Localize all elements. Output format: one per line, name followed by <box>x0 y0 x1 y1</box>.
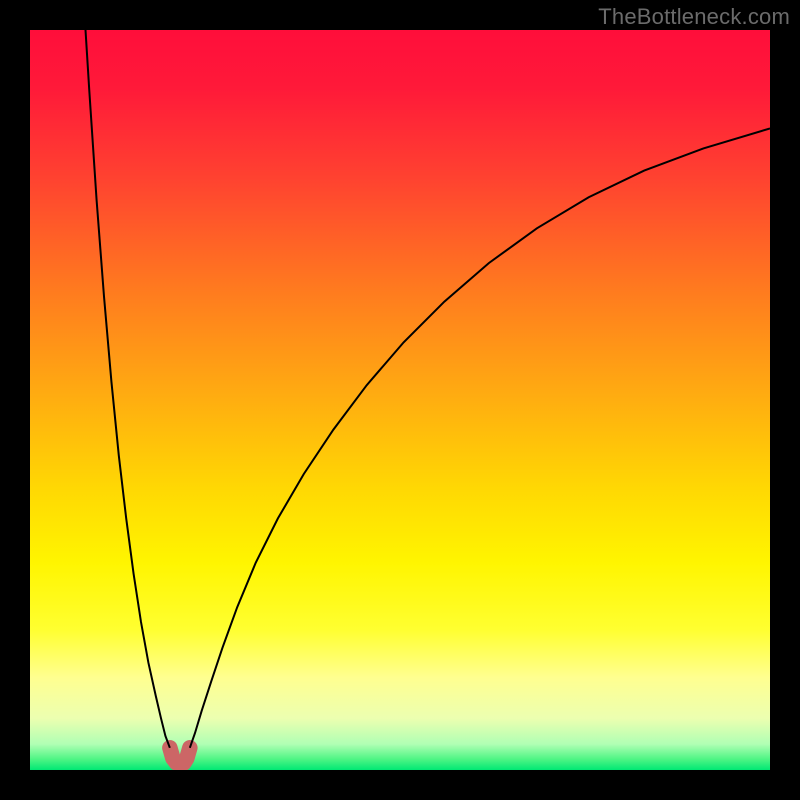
chart-plot-area <box>30 30 770 770</box>
watermark-text: TheBottleneck.com <box>598 4 790 30</box>
gradient-background <box>30 30 770 770</box>
bottleneck-chart-svg <box>30 30 770 770</box>
